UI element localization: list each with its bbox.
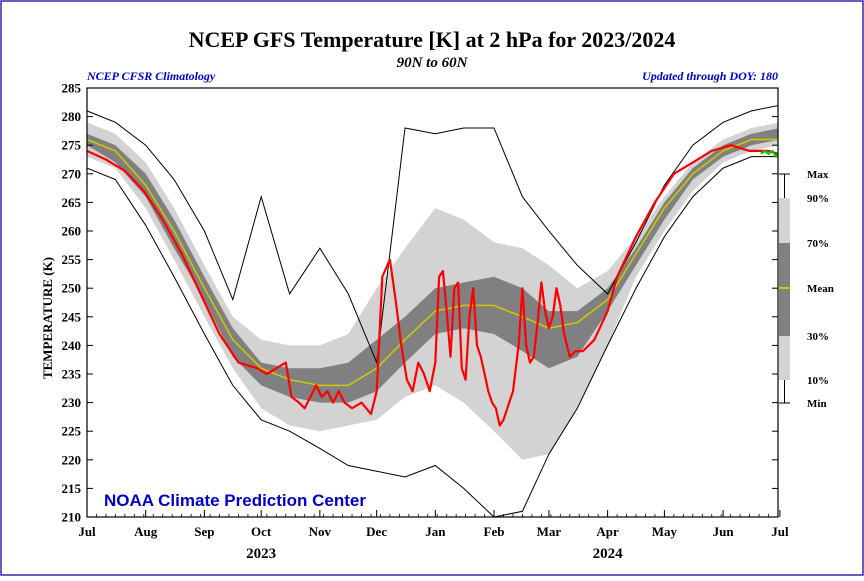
y-tick-label: 260 [62,224,82,239]
plot-frame [86,87,779,518]
x-tick-label: Jul [78,524,96,539]
y-tick-label: 230 [62,395,82,410]
y-tick-label: 240 [62,338,82,353]
x-tick-label: Sep [194,524,214,539]
y-tick-label: 275 [62,138,82,153]
y-tick-label: 210 [62,510,82,525]
climatology-mean-line [87,138,778,387]
x-tick-label: Jan [425,524,446,539]
y-tick-label: 235 [62,367,82,382]
y-axis-label: TEMPERATURE (K) [40,257,55,379]
credit-text: NOAA Climate Prediction Center [104,491,366,510]
legend-label: 10% [807,375,829,387]
y-tick-label: 220 [62,452,82,467]
y-tick-label: 215 [62,481,82,496]
plot-content [87,105,778,517]
legend-inner-band [779,243,790,336]
legend-label: Max [807,169,829,181]
climatology-note: NCEP CFSR Climatology [86,69,216,83]
updated-note: Updated through DOY: 180 [642,69,778,83]
legend-label: 30% [807,331,829,343]
x-tick-label: Nov [309,524,332,539]
series-line-1 [760,149,778,158]
x-tick-label: Mar [537,524,562,539]
y-tick-label: 280 [62,109,82,124]
plot-area [87,105,778,517]
x-tick-label: Apr [596,524,619,539]
x-tick-label: Aug [134,524,158,539]
legend-label: Mean [807,283,834,295]
x-tick-label: Dec [366,524,387,539]
chart-subtitle: 90N to 60N [397,55,469,71]
year-label: 2024 [593,546,624,562]
series-line-0 [87,144,778,427]
climatology-min-line [87,156,778,517]
legend-label: 90% [807,193,829,205]
chart-title: NCEP GFS Temperature [K] at 2 hPa for 20… [189,27,676,52]
axes: 210 215 220 225 230 235 240 245 250 255 260 265 270 2… [62,81,789,563]
legend: Max 90% 70% Mean 30% 10% Min [779,169,834,410]
x-tick-label: Jul [771,524,789,539]
legend-label: 70% [807,238,829,250]
y-tick-label: 255 [62,252,82,267]
x-tick-label: May [652,524,678,539]
y-tick-label: 225 [62,424,82,439]
legend-label: Min [807,398,827,410]
year-label: 2023 [246,546,276,562]
y-tick-label: 265 [62,195,82,210]
y-tick-label: 245 [62,309,82,324]
x-tick-label: Jun [713,524,735,539]
y-tick-label: 250 [62,281,82,296]
climatology-max-line [87,105,778,365]
x-tick-label: Oct [251,524,272,539]
y-tick-label: 270 [62,166,82,181]
y-tick-label: 285 [62,81,82,96]
x-tick-label: Feb [484,524,505,539]
